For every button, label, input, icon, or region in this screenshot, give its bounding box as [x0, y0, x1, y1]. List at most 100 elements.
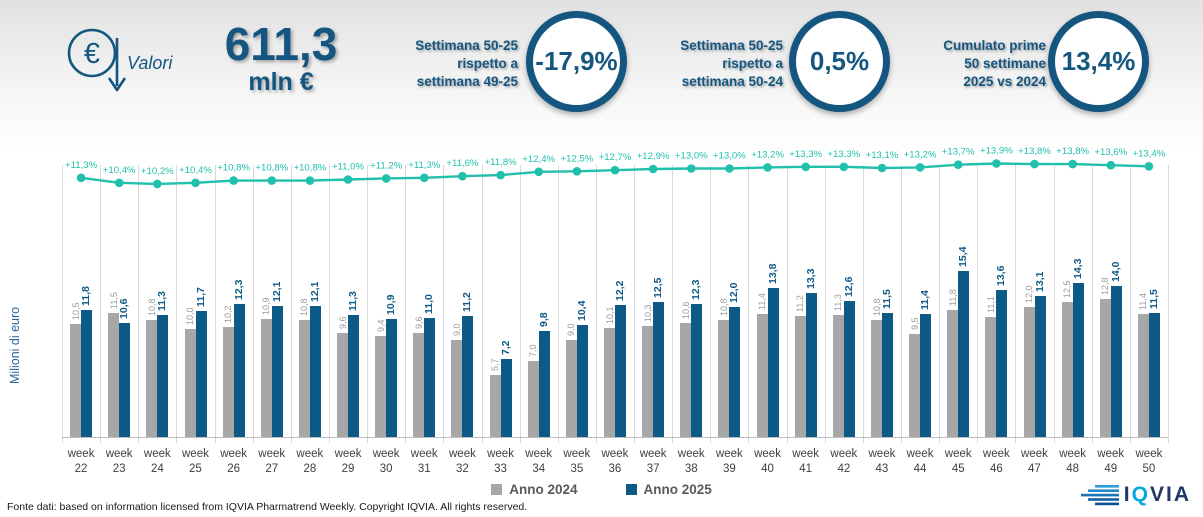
bar-anno-2024 [718, 320, 730, 437]
trend-marker [915, 163, 925, 172]
gridline [901, 165, 902, 443]
gridline [520, 165, 521, 443]
bar-value-2025: 11,4 [919, 290, 932, 310]
trend-marker [763, 163, 772, 172]
gridline [253, 165, 254, 443]
bar-value-2025: 10,4 [575, 300, 588, 321]
trend-percent-label: +13,3% [789, 149, 822, 160]
x-axis-week-label: week 28 [296, 448, 324, 475]
x-axis-week-label: week 43 [868, 448, 896, 475]
bar-value-2025: 11,5 [1147, 288, 1160, 309]
x-axis-week-label: week 41 [792, 448, 820, 475]
iqvia-stripes-icon [1080, 485, 1119, 506]
bar-value-2025: 12,1 [270, 281, 283, 303]
trend-marker [1144, 162, 1154, 171]
bar-value-2025: 12,3 [232, 279, 245, 301]
trend-marker [153, 179, 162, 189]
bar-anno-2024 [298, 320, 310, 437]
trend-percent-label: +10,8% [293, 163, 326, 174]
gridline [787, 165, 788, 443]
chart-legend: Anno 2024 Anno 2025 [0, 482, 1203, 497]
bar-anno-2025 [882, 312, 893, 437]
bar-anno-2025 [424, 318, 436, 437]
legend-swatch [491, 484, 503, 495]
gridline [367, 165, 368, 443]
gridline [1092, 165, 1093, 443]
bar-anno-2025 [462, 316, 474, 437]
bar-anno-2025 [309, 306, 321, 437]
bar-anno-2025 [843, 300, 855, 437]
bar-value-2024: 11,2 [795, 295, 806, 312]
x-axis-week-label: week 27 [258, 448, 286, 475]
trend-percent-label: +13,6% [1094, 147, 1127, 158]
x-axis-week-label: week 45 [944, 448, 972, 475]
footer-source-text: Fonte dati: based on information license… [7, 501, 528, 513]
trend-percent-label: +10,8% [255, 163, 288, 174]
bar-value-2024: 9,0 [566, 323, 577, 336]
kpi-cumulative-label: Cumulato prime 50 settimane 2025 vs 2024 [943, 38, 1046, 90]
trend-percent-label: +11,6% [446, 158, 479, 169]
trend-percent-label: +13,0% [675, 151, 708, 162]
bar-anno-2024 [680, 322, 692, 437]
trend-percent-label: +10,4% [103, 165, 136, 176]
x-axis-week-label: week 22 [67, 448, 95, 475]
bar-value-2024: 10,9 [261, 297, 272, 316]
bar-value-2025: 12,6 [842, 276, 855, 297]
bar-anno-2024 [909, 334, 921, 437]
trend-marker [229, 176, 238, 185]
bar-anno-2025 [576, 324, 588, 437]
kpi-week-vs-prev-week-value: -17,9% [526, 11, 627, 112]
x-axis-week-label: week 39 [715, 448, 743, 475]
bar-anno-2024 [794, 316, 806, 437]
bar-anno-2024 [527, 361, 539, 437]
plot-area: 10,5 11,8 week 22 11,5 10,6 week 23 10,8 11,3 week… [62, 146, 1169, 480]
trend-percent-label: +13,4% [1132, 148, 1165, 159]
trend-percent-label: +10,4% [179, 165, 212, 176]
trend-marker [343, 175, 353, 184]
bar-anno-2025 [538, 331, 550, 437]
gridline [977, 165, 978, 443]
bar-anno-2024 [413, 333, 425, 437]
x-axis-week-label: week 30 [372, 448, 400, 475]
gridline [863, 165, 864, 443]
valori-label: Valori [127, 53, 173, 73]
bar-value-2025: 9,8 [537, 312, 550, 328]
bar-anno-2024 [1099, 298, 1111, 437]
bar-value-2024: 5,7 [490, 358, 501, 372]
x-axis-week-label: week 25 [182, 448, 209, 475]
bar-value-2024: 10,6 [680, 300, 691, 319]
bar-anno-2025 [119, 322, 131, 437]
bar-anno-2024 [108, 312, 120, 437]
gridline [825, 165, 826, 443]
bar-value-2024: 11,4 [1138, 293, 1149, 310]
x-axis-week-label: week 32 [449, 448, 476, 475]
trend-marker [687, 164, 696, 173]
bar-value-2025: 11,3 [347, 291, 359, 311]
gridline [1015, 165, 1016, 443]
trend-marker [1030, 159, 1039, 169]
iqvia-wordmark: IQVIA [1123, 483, 1191, 506]
trend-percent-label: +10,8% [217, 163, 250, 174]
bar-value-2025: 11,2 [461, 292, 474, 312]
trend-marker [877, 163, 887, 173]
bar-value-2025: 11,8 [80, 285, 93, 306]
x-axis-week-label: week 46 [982, 448, 1010, 475]
bar-value-2025: 12,5 [652, 277, 665, 298]
trend-marker [76, 173, 86, 183]
bar-anno-2025 [1034, 295, 1046, 437]
bar-anno-2025 [653, 302, 665, 437]
bar-value-2025: 7,2 [499, 340, 512, 356]
trend-marker [534, 167, 543, 177]
bar-value-2024: 12,5 [1062, 280, 1073, 298]
bar-value-2024: 11,8 [947, 288, 958, 306]
gridline [939, 165, 940, 443]
iqvia-logo: IQVIA [1080, 483, 1191, 507]
euro-currency-icon: € [67, 28, 127, 92]
bar-value-2025: 12,1 [308, 281, 321, 303]
bar-value-2025: 13,8 [766, 263, 779, 284]
total-value: 611,3 [224, 18, 338, 70]
kpi-week-vs-prev-week-label: Settimana 50-25 rispetto a settimana 49-… [415, 38, 518, 90]
bar-anno-2025 [996, 290, 1008, 437]
bar-value-2025: 15,4 [957, 246, 970, 267]
bar-value-2025: 12,3 [690, 279, 703, 301]
